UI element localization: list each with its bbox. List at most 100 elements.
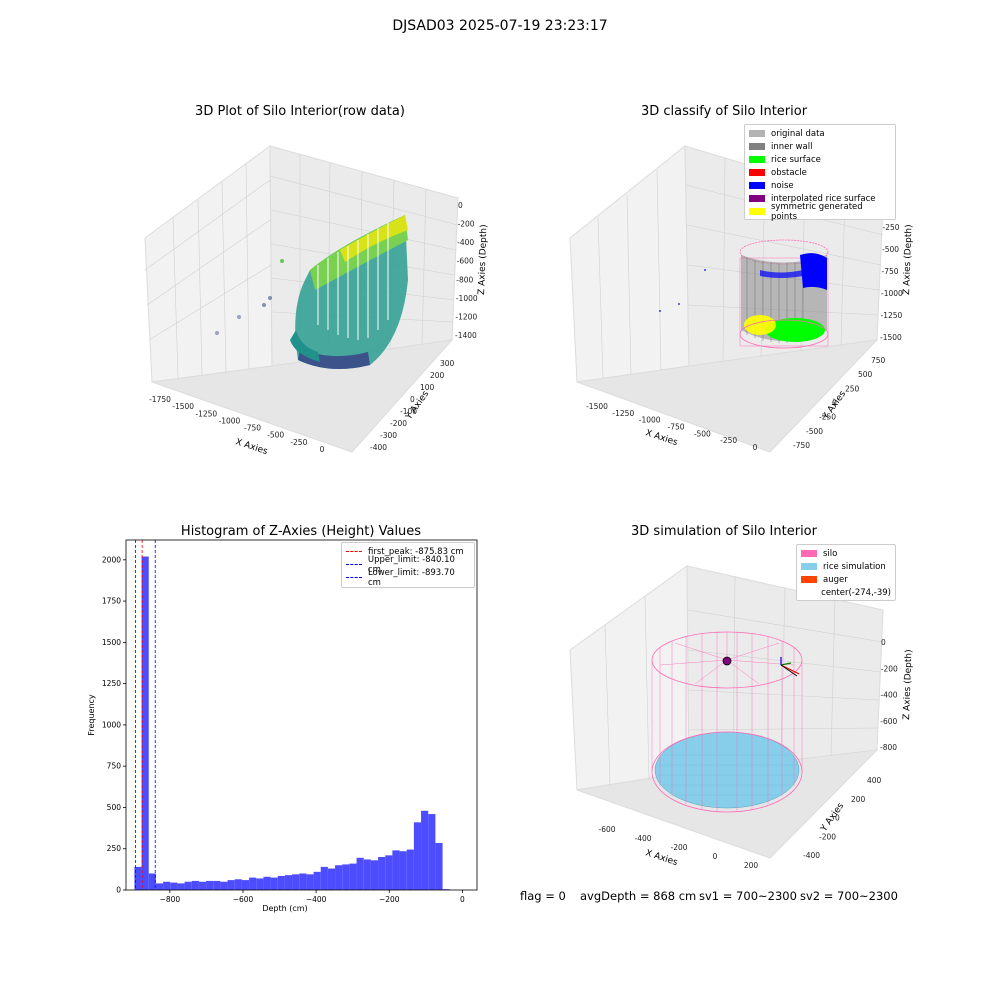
raw-y-tick: -100 [400,407,417,416]
raw-floor-pane [151,339,454,453]
histogram-bar [406,849,414,890]
histogram-bar [392,850,400,890]
raw-z-tick: 0 [458,201,463,210]
classify-legend-item: rice surface [749,153,891,166]
classify-z-tick: -750 [882,267,899,276]
classify-y-tick: -750 [793,441,810,450]
simulation-legend-item-label: rice simulation [823,561,886,572]
simulation-y-tick: 400 [867,776,882,785]
simulation-z-tick: -600 [880,717,897,726]
raw-x-tick: 0 [320,445,325,454]
histogram-legend-item: Upper_limit: -840.10 cm [346,555,470,575]
histogram-legend-item-label: Upper_limit: -840.10 cm [367,554,455,575]
raw-z-tick: -1200 [455,312,477,321]
raw-y-tick: -300 [380,431,397,440]
raw-xlabel: X Axies [234,437,269,457]
raw-3d-plot: -1750-1500-1250-1000-750-500-25003002001… [144,145,489,457]
classify-legend-item: symmetric generated points [749,202,891,222]
histogram-bar [206,880,214,890]
simulation-legend: silo rice simulation auger center(-274,-39) [796,544,896,601]
histogram-bar [227,880,235,890]
histogram-y-tick-label: 1250 [102,679,121,688]
classify-legend-item-swatch [749,182,765,189]
classify-legend-item: obstacle [749,166,891,179]
histogram-bar [184,881,192,890]
histogram-x-tick-label: −400 [306,895,327,904]
raw-point-cloud [215,215,408,369]
classify-x-tick: -1250 [612,409,634,418]
classify-legend-item-label: rice surface [771,154,821,165]
histogram-legend-item-label: Lower_limit: -893.70 cm [367,567,455,588]
classify-x-tick: -250 [720,436,737,445]
histogram-bar [213,880,221,890]
simulation-legend-item-swatch [801,563,817,570]
simulation-y-tick: -200 [819,832,836,841]
raw-z-tick: -800 [456,275,473,284]
histogram-ylabel: Frequency [87,694,96,736]
classify-z-tick: -1000 [881,289,903,298]
histogram-bar [399,851,407,890]
classify-legend-item-label: original data [771,128,825,139]
simulation-legend-item: auger [801,573,891,586]
classify-legend-item-swatch [749,130,765,137]
simulation-x-tick: 0 [713,852,718,861]
simulation-x-tick: -400 [634,834,651,843]
classify-plot-title: 3D classify of Silo Interior [640,104,808,119]
histogram-title: Histogram of Z-Axies (Height) Values [180,524,422,539]
classify-x-tick: -1500 [586,402,608,411]
raw-y-tick: 0 [410,395,415,404]
classify-legend-item-swatch [749,143,765,150]
histogram-bar [284,875,293,890]
histogram-bar [327,868,336,890]
histogram-y-tick-label: 2000 [102,555,121,564]
simulation-legend-item-swatch [801,576,817,583]
histogram-bar [356,857,364,890]
simulation-ylabel: Y Axies [819,801,847,834]
raw-zlabel: Z Axies (Depth) [477,224,489,295]
simulation-3d-plot: -600 -400 -200 0 200 400 200 0 -200 -400 0 -200 -400… [569,565,914,870]
histogram-bar [428,814,436,890]
histogram-bar [313,871,321,890]
classify-z-tick: -500 [882,245,899,254]
auger-center-marker [722,656,732,666]
histogram-y-tick-label: 0 [116,886,121,895]
classify-y-tick: 750 [871,356,886,365]
raw-x-tick: -1000 [219,416,241,425]
classify-z-tick: -250 [883,223,900,232]
simulation-y-tick: 0 [835,814,840,823]
simulation-legend-item: center(-274,-39) [801,586,891,599]
histogram-bar [370,860,379,890]
histogram-y-tick-label: 1750 [102,597,121,606]
histogram-bar [241,880,250,890]
simulation-y-tick: -400 [803,851,820,860]
raw-z-tick: -400 [457,238,474,247]
classify-x-tick: -500 [694,429,711,438]
classify-y-tick: -250 [819,413,836,422]
histogram-bar [148,873,156,890]
histogram-bar [163,881,171,890]
classify-legend-item: inner wall [749,140,891,153]
histogram-bar [155,883,164,890]
simulation-legend-item-swatch [801,550,817,557]
raw-plot-title: 3D Plot of Silo Interior(row data) [195,104,405,119]
classify-legend-item-swatch [749,195,765,202]
histogram-bar [177,883,185,890]
simulation-legend-item-label: auger [823,574,848,585]
histogram-bar [277,875,285,890]
classify-y-tick: 500 [858,370,873,379]
simulation-legend-item-label: silo [823,548,838,559]
classify-z-tick: -1250 [881,311,903,320]
raw-y-tick: 300 [440,359,455,368]
histogram-legend: first_peak: -875.83 cm Upper_limit: -840.… [341,542,475,588]
histogram-chart: −800 −600 −400 −200 0 0 250 500 750 1000 1250 1500 1… [87,539,478,913]
flag-text: flag = 0 [520,889,566,903]
histogram-bar [299,873,307,890]
simulation-z-tick: 0 [881,638,886,647]
histogram-frame [125,539,478,891]
classify-legend-item-label: obstacle [771,167,807,178]
histogram-bar [413,822,422,890]
histogram-bar [349,863,357,890]
histogram-bar [421,810,429,890]
simulation-legend-item-swatch [801,589,815,596]
sv1-text: sv1 = 700~2300 [699,889,797,903]
